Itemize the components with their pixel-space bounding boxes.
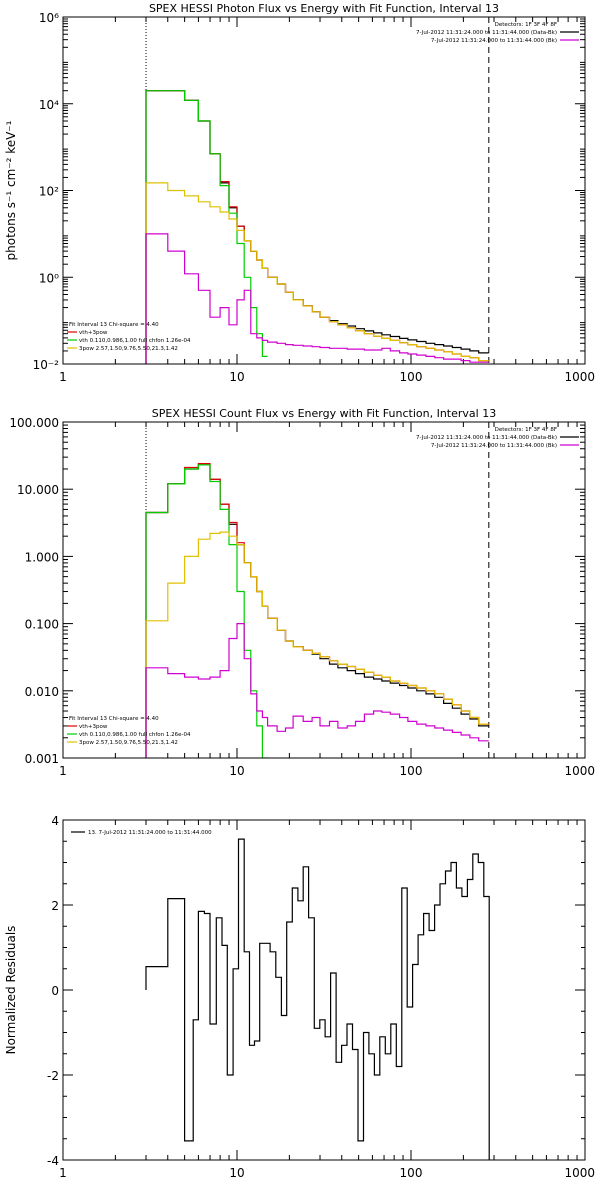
count-legend-right-text: 7-Jul-2012 11:31:24.000 to 11:31:44.000 … xyxy=(416,435,557,441)
photon-ytick-label: 10⁶ xyxy=(39,11,59,25)
count-xtick-label: 1000 xyxy=(564,764,595,778)
count-title: SPEX HESSI Count Flux vs Energy with Fit… xyxy=(152,407,496,420)
photon-series-vth xyxy=(145,90,268,364)
photon-series-group xyxy=(145,90,489,364)
photon-legend-left-text: 3pow 2.57,1.50,9.76,5.50,21.3,1.42 xyxy=(79,346,178,352)
residuals-axes-frame xyxy=(62,819,586,1161)
residuals-ytick-label: -4 xyxy=(47,1154,59,1168)
residuals-legend-text: 13. 7-Jul-2012 11:31:24.000 to 11:31:44.… xyxy=(88,830,212,836)
photon-ytick-label: 10² xyxy=(39,185,59,199)
photon-xtick-label: 1 xyxy=(59,370,67,384)
photon-legend-right-text: Detectors: 1F 3F 4F 8F xyxy=(495,22,557,28)
count-legend-left-text: vth+3pow xyxy=(79,724,108,730)
residuals-xtick-label: 100 xyxy=(400,1166,423,1180)
count-series-vth xyxy=(145,464,268,758)
residuals-panel: Normalized Residuals 1 10 100 1000 -4 -2 0 2 4 13.… xyxy=(4,814,595,1180)
residuals-ytick-label: 2 xyxy=(51,899,59,913)
count-ytick-label: 1.000 xyxy=(25,550,59,564)
photon-ytick-label: 10⁻² xyxy=(33,358,60,372)
photon-legend-left-text: Fit Interval 13 Chi-square = 4.40 xyxy=(69,322,159,328)
count-legend-left-text: 3pow 2.57,1.50,9.76,5.50,21.3,1.42 xyxy=(79,740,178,746)
residuals-series-group xyxy=(145,838,490,1160)
residuals-xtick-label: 1 xyxy=(59,1166,67,1180)
count-series-group xyxy=(145,463,489,758)
photon-ytick-label: 10⁰ xyxy=(39,271,59,285)
photon-xtick-label: 10 xyxy=(229,370,244,384)
photon-ytick-label: 10⁴ xyxy=(39,98,59,112)
photon-legend-left-text: vth 0.110,0.986,1.00 full chfon 1.26e-04 xyxy=(79,338,191,344)
count-xtick-label: 1 xyxy=(59,764,67,778)
residuals-xtick-label: 1000 xyxy=(564,1166,595,1180)
photon-legend-right-text: 7-Jul-2012 11:31:24.000 to 11:31:44.000 … xyxy=(431,38,557,44)
residuals-ytick-label: -2 xyxy=(47,1069,59,1083)
count-legend-left-text: vth 0.110,0.986,1.00 full chfon 1.26e-04 xyxy=(79,732,191,738)
residuals-ytick-label: 4 xyxy=(51,814,59,828)
photon-title: SPEX HESSI Photon Flux vs Energy with Fi… xyxy=(149,2,499,15)
photon-xtick-label: 1000 xyxy=(564,370,595,384)
count-xtick-label: 10 xyxy=(229,764,244,778)
count-series-bk xyxy=(145,623,489,758)
photon-xtick-label: 100 xyxy=(400,370,423,384)
count-ytick-label: 0.010 xyxy=(25,685,59,699)
photon-axes-frame xyxy=(62,16,586,365)
photon-series-bk xyxy=(145,233,489,364)
count-panel: SPEX HESSI Count Flux vs Energy with Fit… xyxy=(9,407,595,778)
count-ytick-label: 0.100 xyxy=(25,618,59,632)
photon-series-pow xyxy=(145,182,489,364)
residuals-ytick-label: 0 xyxy=(51,984,59,998)
count-series-pow xyxy=(145,531,489,758)
count-legend-right-text: 7-Jul-2012 11:31:24.000 to 11:31:44.000 … xyxy=(431,443,557,449)
count-axes-frame xyxy=(62,421,586,759)
residuals-series-data xyxy=(145,838,490,1160)
count-ytick-label: 100.000 xyxy=(9,416,59,430)
photon-legend-right-text: 7-Jul-2012 11:31:24.000 to 11:31:44.000 … xyxy=(416,30,557,36)
photon-panel: SPEX HESSI Photon Flux vs Energy with Fi… xyxy=(4,2,595,384)
residuals-xtick-label: 10 xyxy=(229,1166,244,1180)
count-xtick-label: 100 xyxy=(400,764,423,778)
residuals-ylabel: Normalized Residuals xyxy=(4,926,18,1055)
count-ytick-label: 0.001 xyxy=(25,752,59,766)
count-ytick-label: 10.000 xyxy=(17,483,59,497)
count-legend-left-text: Fit Interval 13 Chi-square = 4.40 xyxy=(69,716,159,722)
photon-legend-left-text: vth+3pow xyxy=(79,330,108,336)
count-legend-right-text: Detectors: 1F 3F 4F 8F xyxy=(495,427,557,433)
photon-ylabel: photons s⁻¹ cm⁻² keV⁻¹ xyxy=(4,120,18,260)
